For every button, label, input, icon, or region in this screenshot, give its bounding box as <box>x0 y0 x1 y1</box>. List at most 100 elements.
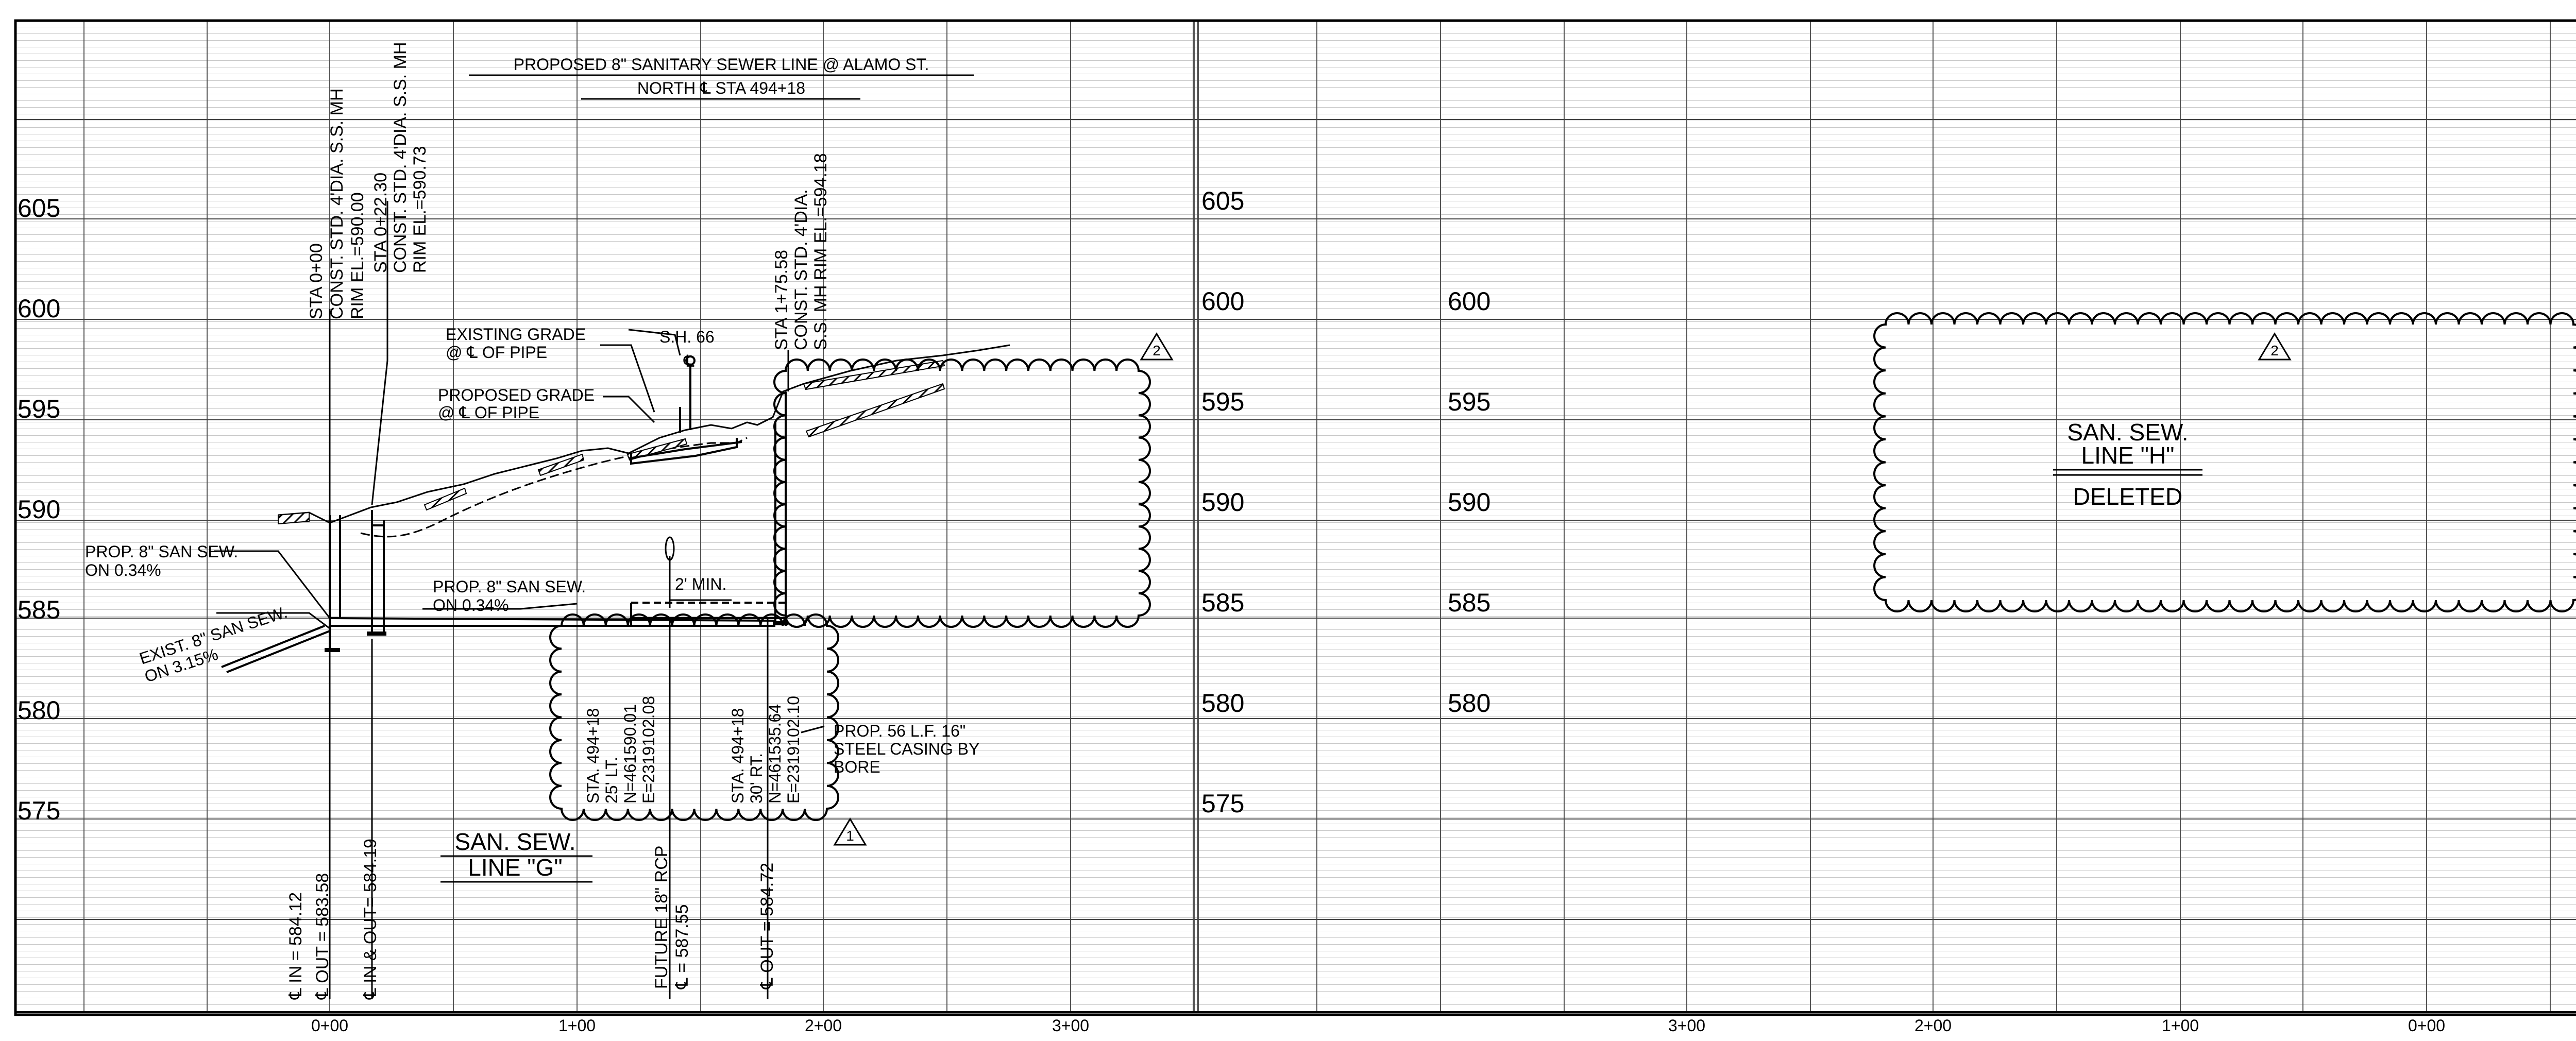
min-cover-dimension <box>665 536 732 608</box>
manhole-2 <box>367 510 386 636</box>
prop-sewer-left-label-2: ON 0.34% <box>85 561 161 579</box>
mh3-rim: S.S. MH RIM EL.=594.18 <box>811 153 831 350</box>
mh3-const: CONST. STD. 4'DIA. <box>791 189 811 350</box>
manhole-callouts: STA 0+00 CONST. STD. 4'DIA. S.S. MH RIM … <box>307 42 831 350</box>
mh2-rim: RIM EL.=590.73 <box>410 146 430 273</box>
fl-in-1: ℄ IN = 584.12 <box>286 892 306 1000</box>
line-h-label: SAN. SEW. LINE "H" DELETED <box>2053 419 2202 510</box>
elevation-label: 585 <box>1201 588 1244 617</box>
line-h-label-1: SAN. SEW. <box>2067 419 2188 446</box>
mh1-const: CONST. STD. 4'DIA. S.S. MH <box>327 88 347 319</box>
prop-sewer-left-label: PROP. 8" SAN SEW. <box>85 542 238 561</box>
revision-cloud-line-h <box>1873 312 2576 612</box>
profile-title: PROPOSED 8" SANITARY SEWER LINE @ ALAMO … <box>469 55 974 100</box>
station-label: 2+00 <box>1914 1016 1952 1035</box>
line-g-label-1: SAN. SEW. <box>454 828 575 855</box>
label-leaders <box>214 329 825 733</box>
flowline-callouts: ℄ IN = 584.12 ℄ OUT = 583.58 ℄ IN & OUT=… <box>286 839 777 1000</box>
revision-cloud-grade <box>773 359 1151 628</box>
elevation-labels: 605 600 595 590 585 580 575 605 600 595 590 585 580 5… <box>18 186 1490 825</box>
line-g-label-2: LINE "G" <box>468 854 562 881</box>
elevation-label: 595 <box>1201 387 1244 416</box>
fine-grid <box>15 21 2576 1015</box>
sta-rt-1: STA. 494+18 <box>728 708 747 804</box>
sta-lt-1: STA. 494+18 <box>584 708 602 804</box>
sh66-road <box>628 355 742 465</box>
casing-label-3: BORE <box>834 758 880 776</box>
sta-rt-4: E=2319102.10 <box>784 696 803 804</box>
station-labels: 0+00 1+00 2+00 3+00 3+00 2+00 1+00 0+00 <box>311 1016 2445 1035</box>
sta-lt-4: E=2319102.08 <box>639 696 658 804</box>
elevation-label: 595 <box>1448 387 1490 416</box>
existing-grade <box>278 344 1010 538</box>
station-label: 2+00 <box>805 1016 842 1035</box>
sta-rt-2: 30' RT. <box>747 753 766 804</box>
proposed-grade-label-2: @ ℄ OF PIPE <box>438 403 539 422</box>
fl-in-out: ℄ IN & OUT= 584.19 <box>361 839 380 1000</box>
elevation-label: 600 <box>1448 287 1490 316</box>
min-cover-label: 2' MIN. <box>675 575 726 593</box>
sh66-centerline: ℄ <box>683 352 694 370</box>
existing-grade-label: EXISTING GRADE <box>446 325 586 344</box>
elevation-label: 590 <box>1448 488 1490 517</box>
elevation-label: 605 <box>1201 186 1244 215</box>
elevation-label: 580 <box>1448 689 1490 718</box>
casing-coordinates: STA. 494+18 25' LT. N=461590.01 E=231910… <box>584 696 803 804</box>
sta-lt-3: N=461590.01 <box>621 704 639 804</box>
station-label: 3+00 <box>1052 1016 1089 1035</box>
line-h-label-3: DELETED <box>2073 483 2182 510</box>
sh66-label: S.H. 66 <box>659 328 715 346</box>
future-rcp-1: FUTURE 18" RCP <box>652 846 671 989</box>
sta-lt-2: 25' LT. <box>602 757 621 804</box>
station-label: 1+00 <box>558 1016 596 1035</box>
elevation-grid <box>15 119 2576 920</box>
revision-number: 2 <box>1153 343 1161 359</box>
title-line-1: PROPOSED 8" SANITARY SEWER LINE @ ALAMO … <box>514 55 929 74</box>
casing-label-2: STEEL CASING BY <box>834 740 979 758</box>
mh1-rim: RIM EL.=590.00 <box>348 192 367 319</box>
title-line-2: NORTH ℄ STA 494+18 <box>637 79 805 97</box>
elevation-label: 600 <box>18 294 60 323</box>
station-label: 3+00 <box>1668 1016 1705 1035</box>
revision-delta-1: 1 <box>833 817 867 846</box>
mh3-station: STA 1+75.58 <box>772 250 791 350</box>
grade-hatch <box>278 360 945 525</box>
sheet-border <box>14 19 2576 1016</box>
mh2-const: CONST. STD. 4'DIA. S.S. MH <box>391 42 410 273</box>
elevation-label: 580 <box>1201 689 1244 718</box>
revision-delta-2: 2 <box>1140 332 1174 361</box>
vertical-grid <box>83 21 2551 1012</box>
elevation-label: 590 <box>1201 488 1244 517</box>
prop-sewer-mid-label: PROP. 8" SAN SEW. <box>433 577 586 596</box>
elevation-label: 590 <box>18 495 60 524</box>
elevation-label: 580 <box>18 696 60 725</box>
revision-number: 1 <box>846 828 854 844</box>
future-rcp-2: ℄ = 587.55 <box>672 904 692 989</box>
station-label: 0+00 <box>311 1016 348 1035</box>
revision-number: 2 <box>2270 343 2279 359</box>
revision-cloud-casing <box>549 613 839 821</box>
grade-labels: EXISTING GRADE @ ℄ OF PIPE S.H. 66 ℄ PRO… <box>85 325 979 776</box>
line-h-label-2: LINE "H" <box>2081 442 2175 469</box>
elevation-label: 585 <box>1448 588 1490 617</box>
mh1-station: STA 0+00 <box>307 243 326 319</box>
mh2-station: STA 0+22.30 <box>371 173 391 273</box>
callout-leaders <box>329 201 789 999</box>
elevation-label: 600 <box>1201 287 1244 316</box>
revision-delta-3: 2 <box>2258 332 2292 361</box>
elevation-label: 585 <box>18 595 60 624</box>
line-g-label: SAN. SEW. LINE "G" <box>440 828 592 883</box>
station-label: 0+00 <box>2408 1016 2445 1035</box>
elevation-label: 605 <box>18 194 60 223</box>
casing-label-1: PROP. 56 L.F. 16" <box>834 722 965 740</box>
existing-grade-label-2: @ ℄ OF PIPE <box>446 343 547 362</box>
elevation-label: 595 <box>18 395 60 423</box>
fl-out-2: ℄ OUT = 584.72 <box>757 863 777 989</box>
elevation-label: 575 <box>18 796 60 825</box>
station-label: 1+00 <box>2162 1016 2199 1035</box>
fl-out-1: ℄ OUT = 583.58 <box>313 873 332 1000</box>
elevation-label: 575 <box>1201 789 1244 818</box>
sta-rt-3: N=461535.64 <box>766 704 784 804</box>
proposed-grade-label: PROPOSED GRADE <box>438 386 595 404</box>
